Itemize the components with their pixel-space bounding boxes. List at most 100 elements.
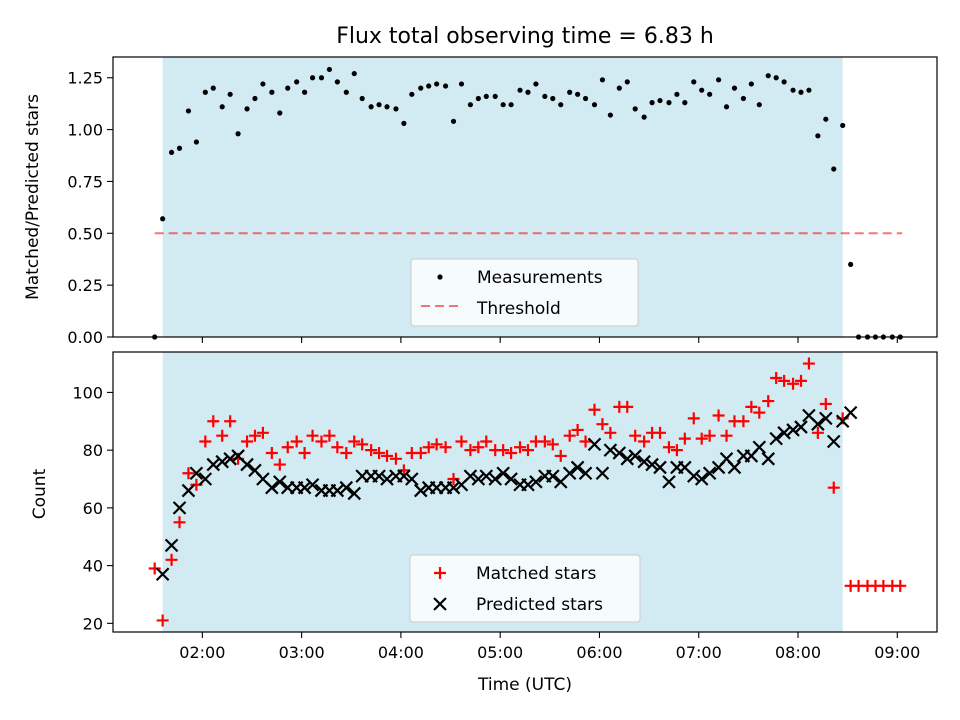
- predicted-star-point: [521, 478, 535, 492]
- measurement-point: [309, 75, 316, 81]
- matched-star-point: [703, 429, 716, 442]
- predicted-star-point: [463, 469, 478, 483]
- y-tick-label: 40: [83, 557, 103, 576]
- legend-marker-measurements: [437, 274, 443, 280]
- measurement-point: [450, 118, 457, 124]
- predicted-star-point: [155, 567, 170, 582]
- y-tick-label: 20: [83, 614, 103, 633]
- legend-box: [409, 554, 641, 623]
- matched-star-point: [538, 435, 551, 448]
- matched-star-point: [472, 441, 485, 454]
- predicted-star-point: [843, 405, 858, 420]
- predicted-star-point: [198, 472, 213, 486]
- matched-star-point: [521, 444, 534, 457]
- measurement-point: [244, 106, 250, 112]
- matched-star-point: [596, 418, 609, 431]
- measurement-point: [376, 102, 382, 108]
- measurement-point: [666, 100, 672, 106]
- measurement-point: [723, 104, 730, 110]
- y-tick-label: 1.00: [67, 121, 103, 140]
- matched-star-point: [165, 553, 178, 566]
- matched-star-point: [182, 467, 195, 480]
- legend-label: Threshold: [476, 299, 561, 319]
- matched-star-point: [546, 438, 559, 451]
- legend-marker-matched: [434, 567, 446, 579]
- measurement-point: [401, 120, 407, 126]
- measurement-point: [219, 104, 225, 110]
- predicted-star-point: [479, 469, 494, 483]
- legend-label: Measurements: [477, 268, 603, 288]
- measurement-point: [517, 87, 523, 93]
- y-tick-label: 0.00: [67, 328, 103, 347]
- predicted-star-point: [397, 469, 411, 483]
- matched-star-point: [695, 432, 708, 445]
- measurement-point: [185, 108, 192, 114]
- matched-star-point: [712, 409, 725, 422]
- predicted-star-point: [662, 475, 676, 489]
- legend-cross-mark: [433, 597, 447, 611]
- predicted-star-point: [347, 486, 362, 501]
- measurement-point: [632, 106, 638, 112]
- measurement-point: [591, 102, 598, 108]
- measurement-point: [500, 102, 506, 108]
- matched-star-point: [373, 447, 386, 460]
- axes-frame: [112, 56, 938, 338]
- predicted-star-point: [240, 457, 254, 472]
- measurement-point: [848, 261, 854, 268]
- matched-star-point: [588, 403, 601, 416]
- matched-star-point: [762, 395, 775, 408]
- legend-label: Matched stars: [476, 564, 596, 584]
- legend: Measurements Threshold: [410, 258, 639, 327]
- matched-star-point: [365, 444, 378, 457]
- measurement-point: [781, 79, 787, 85]
- predicted-star-point: [761, 452, 776, 466]
- matched-star-point: [216, 429, 229, 442]
- measurement-point: [359, 95, 365, 102]
- matched-star-point: [720, 429, 733, 442]
- matched-star-point: [514, 441, 527, 454]
- measurement-point: [483, 93, 489, 100]
- matched-star-point: [787, 377, 800, 390]
- matched-star-point: [281, 441, 294, 454]
- matched-star-point: [778, 374, 791, 387]
- matched-star-point: [298, 447, 311, 460]
- x-axis-label: Time (UTC): [477, 675, 572, 695]
- ratio-panel: 0.00 0.25 0.50 0.75 1.00 1.25 Matched/Predict…: [23, 56, 938, 347]
- matched-star-point: [819, 397, 832, 410]
- predicted-star-point: [686, 469, 701, 483]
- measurement-point: [168, 149, 175, 156]
- y-axis-ticks: 20 40 60 80 100: [72, 383, 113, 633]
- predicted-star-point: [471, 472, 486, 486]
- measurement-point: [567, 89, 573, 95]
- x-tick-label: 09:00: [874, 643, 920, 662]
- predicted-star-point: [504, 472, 518, 486]
- x-tick-label: 05:00: [477, 643, 523, 662]
- legend: Matched stars Predicted stars: [409, 554, 641, 623]
- axes-frame: [112, 351, 938, 633]
- matched-star-point: [563, 429, 576, 442]
- measurement-point: [202, 89, 208, 95]
- matched-star-point: [381, 449, 394, 462]
- matched-star-point: [256, 426, 269, 439]
- measurement-point: [492, 93, 498, 100]
- measurement-point: [252, 95, 258, 102]
- predicted-star-point: [529, 475, 543, 489]
- y-axis-label: Count: [30, 468, 50, 519]
- predicted-star-point: [653, 460, 667, 475]
- matched-star-point: [811, 426, 824, 439]
- matched-star-point: [439, 441, 452, 454]
- matched-star-point: [480, 435, 493, 448]
- measurement-point: [641, 114, 647, 120]
- matched-star-point: [430, 438, 443, 451]
- measurement-point: [607, 112, 613, 118]
- predicted-star-point: [727, 460, 742, 475]
- predicted-star-point: [273, 475, 287, 489]
- predicted-star-point: [305, 478, 320, 492]
- measurement-point: [235, 131, 241, 137]
- y-tick-label: 0.25: [67, 276, 103, 295]
- matched-star-point: [224, 415, 237, 428]
- predicted-star-point: [595, 466, 610, 481]
- measurement-point: [756, 102, 762, 108]
- measurement-point: [160, 216, 166, 222]
- measurement-point: [558, 102, 564, 108]
